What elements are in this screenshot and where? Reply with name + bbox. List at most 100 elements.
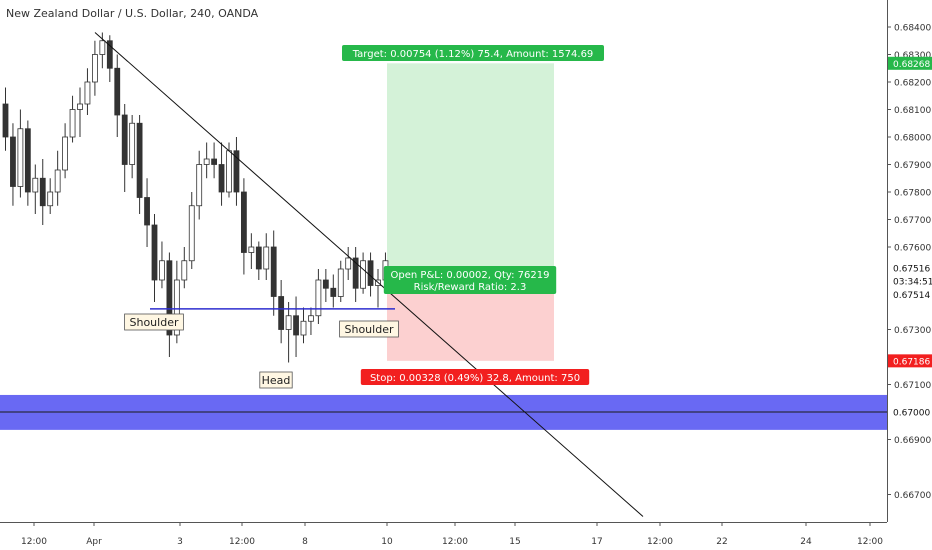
candle-body-20 [151,224,158,281]
candle-47 [352,247,359,302]
x-tick-label-5: 10 [381,537,393,547]
pnl-label: Open P&L: 0.00002, Qty: 76219Risk/Reward… [383,266,557,294]
candle-body-27 [203,158,210,165]
x-tick-label-2: 3 [177,537,183,547]
candle-body-4 [32,177,39,193]
x-tick-label-11: 24 [800,537,812,547]
candle-5 [39,159,46,225]
candle-body-29 [218,164,225,193]
candle-body-11 [84,81,91,105]
y-tick-label-12: 0.66700 [894,491,931,501]
candle-12 [92,40,98,96]
candle-body-9 [69,109,76,138]
candle-43 [322,269,329,302]
candle-41 [308,307,314,335]
target-label-line-0: Target: 0.00754 (1.12%) 75.4, Amount: 15… [352,49,594,60]
pnl-label-line-0: Open P&L: 0.00002, Qty: 76219 [391,270,550,281]
candle-body-0 [2,103,9,138]
price-label-entry: 0.67514 [888,288,932,302]
y-tick-label-0: 0.68400 [894,24,931,34]
price-label-entry-box [888,288,932,302]
candle-body-44 [330,287,337,297]
candle-29 [218,142,225,206]
candle-body-39 [293,315,299,336]
y-tick-label-1: 0.68300 [894,51,931,61]
candle-body-5 [39,177,46,207]
candle-body-25 [188,205,195,262]
candle-19 [144,178,150,247]
candle-body-7 [54,169,61,193]
candle-body-48 [360,260,367,289]
candle-38 [285,302,292,363]
chart-title: New Zealand Dollar / U.S. Dollar, 240, O… [6,7,259,20]
candle-body-2 [17,128,24,187]
candle-body-17 [129,122,136,165]
candle-body-31 [233,150,240,193]
candle-34 [255,241,262,280]
candle-body-37 [278,296,285,330]
stop-label: Stop: 0.00328 (0.49%) 32.8, Amount: 750 [360,369,590,385]
y-tick-label-9: 0.67300 [894,326,931,336]
candle-48 [360,252,367,294]
x-tick-label-0: 12:00 [21,537,47,547]
candle-body-12 [92,54,98,83]
candle-35 [263,233,270,280]
y-tick-label-4: 0.68000 [894,134,931,144]
y-tick-label-11: 0.66900 [894,436,931,446]
candle-body-42 [315,279,322,317]
y-tick-label-10: 0.67100 [894,381,931,391]
candle-44 [330,274,337,308]
price-label-level-text: 0.67000 [893,409,930,419]
candle-42 [315,269,322,324]
candle-body-18 [136,122,143,198]
candle-body-16 [121,114,128,165]
candle-39 [293,296,299,357]
candle-body-26 [196,164,203,207]
candle-28 [211,142,218,179]
candle-26 [196,150,203,220]
shoulder-label-left: Shoulder [124,313,184,331]
head-label-box [259,371,293,389]
price-label-target-text: 0.68268 [893,60,930,70]
x-tick-label-7: 15 [509,537,520,547]
shoulder-label-right-text: Shoulder [345,323,394,336]
x-tick-label-6: 12:00 [442,537,468,547]
candle-3 [24,120,31,206]
price-label-stop-box [888,354,932,368]
candle-36 [270,230,277,316]
candle-body-14 [106,40,113,69]
shoulder-label-left-text: Shoulder [130,316,179,329]
candle-body-33 [248,246,255,253]
price-label-current-box [888,261,932,275]
candle-body-46 [345,257,352,270]
candle-17 [129,115,136,179]
candle-body-24 [181,260,188,281]
price-label-stop-text: 0.67186 [893,357,930,367]
x-tick-label-4: 8 [302,537,308,547]
candle-body-13 [99,40,106,55]
candle-10 [77,87,83,137]
candle-45 [337,260,344,302]
pnl-label-box [383,266,557,294]
candle-8 [62,123,68,179]
candle-50 [375,269,381,308]
candle-body-1 [10,136,16,187]
shoulder-label-right-box [339,320,399,338]
candle-23 [173,260,180,344]
candle-body-23 [173,279,180,336]
candle-24 [181,247,188,289]
candle-body-47 [352,257,359,289]
x-tick-label-9: 12:00 [647,537,673,547]
candle-21 [159,241,165,289]
y-tick-label-6: 0.67800 [894,189,931,199]
candle-7 [54,150,61,206]
candle-6 [47,178,54,214]
candle-33 [248,233,255,269]
price-label-stop: 0.67186 [888,354,932,368]
y-tick-label-3: 0.68100 [894,106,931,116]
stop-label-line-0: Stop: 0.00328 (0.49%) 32.8, Amount: 750 [370,373,580,384]
candle-4 [32,164,39,214]
price-label-countdown: 03:34:51 [888,274,932,288]
candle-15 [114,54,121,137]
